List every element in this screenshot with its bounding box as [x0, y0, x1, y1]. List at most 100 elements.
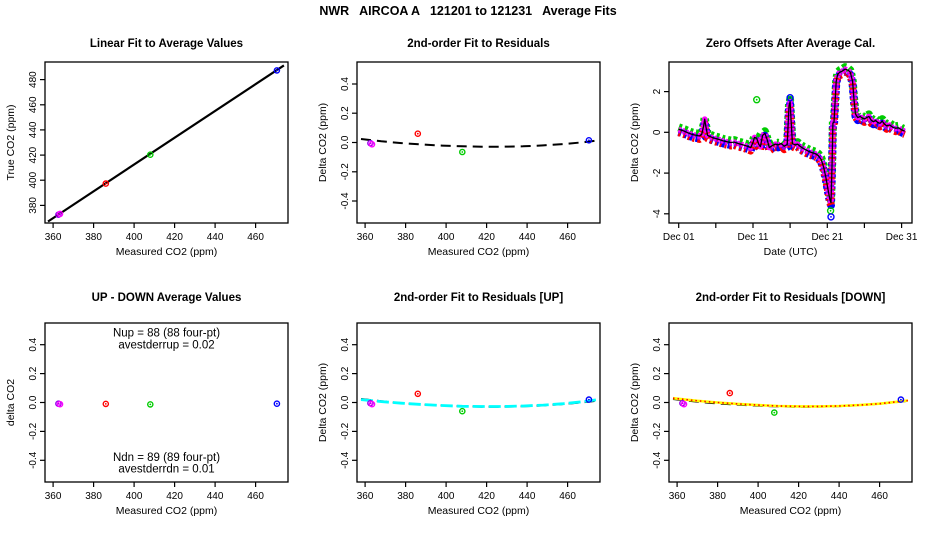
y-tick-label: 0.4 — [652, 337, 663, 351]
tank-red — [102, 400, 110, 408]
plot-linear-fit: Linear Fit to Average Values 360 380 400 420… — [0, 14, 312, 272]
x-tick-label: Dec 21 — [811, 232, 843, 243]
tank-red — [726, 389, 734, 397]
fit-curve-yellow — [672, 396, 909, 408]
x-tick-label: 400 — [126, 232, 143, 243]
tank-blue — [273, 67, 281, 74]
plot-residuals-up: 2nd-order Fit to Residuals [UP] 360 380 400… — [312, 280, 624, 538]
x-axis-label: Measured CO2 (ppm) — [740, 505, 842, 517]
x-axis-label: Measured CO2 (ppm) — [428, 246, 530, 258]
y-tick-label: -2 — [652, 168, 663, 177]
x-tick-label: 460 — [871, 491, 888, 502]
x-tick-label: Dec 11 — [738, 232, 769, 243]
x-tick-label: 460 — [559, 232, 576, 243]
y-tick-label: -0.2 — [28, 422, 39, 440]
y-axis-label: Delta CO2 (ppm) — [629, 103, 641, 182]
y-tick-label: -0.2 — [340, 163, 351, 181]
plot-title: 2nd-order Fit to Residuals [UP] — [394, 292, 563, 304]
y-axis-label: Delta CO2 (ppm) — [317, 363, 329, 442]
x-tick-label: 440 — [519, 232, 536, 243]
tank-magenta — [56, 210, 64, 218]
tank-red — [102, 180, 110, 187]
residuals-up-svg: 2nd-order Fit to Residuals [UP] 360 380 400… — [317, 292, 601, 517]
y-tick-label: 400 — [28, 171, 39, 188]
plot-residuals-all: 2nd-order Fit to Residuals 360 380 400 420 44… — [312, 14, 624, 272]
x-tick-label: 380 — [85, 491, 102, 502]
x-tick-label: 360 — [45, 232, 62, 243]
y-tick-label: 0.0 — [652, 395, 663, 409]
tank-green — [770, 409, 778, 416]
outlier-blue — [786, 93, 835, 221]
y-tick-label: -0.4 — [652, 451, 663, 469]
plot-box — [44, 61, 289, 224]
y-tick-label: 0.0 — [28, 395, 39, 409]
x-tick-label: 460 — [559, 491, 576, 502]
plot-title: 2nd-order Fit to Residuals [DOWN] — [696, 292, 886, 304]
y-tick-label: -0.4 — [340, 451, 351, 469]
y-tick-label: 0.2 — [340, 106, 351, 120]
y-tick-label: 0.4 — [340, 77, 351, 91]
x-tick-label: Dec 31 — [886, 232, 918, 243]
fit-curve-black — [360, 138, 597, 148]
y-tick-label: 380 — [28, 197, 39, 214]
tank-blue — [585, 396, 593, 403]
y-tick-label: -4 — [652, 209, 663, 218]
tank-blue — [897, 396, 905, 403]
plot-up-down: UP - DOWN Average Values 360 380 400 420 440 4… — [0, 280, 312, 538]
tank-red — [414, 130, 422, 137]
fit-line — [47, 64, 285, 223]
annotation: avestderrup = 0.02 — [118, 339, 214, 351]
annotation: Nup = 88 (88 four-pt) — [113, 328, 220, 340]
x-tick-label: 400 — [750, 491, 767, 502]
x-tick-label: 420 — [166, 491, 183, 502]
x-tick-label: 440 — [519, 491, 536, 502]
y-axis-label: True CO2 (ppm) — [5, 104, 17, 180]
x-axis-label: Date (UTC) — [764, 246, 818, 258]
linear-fit-svg: Linear Fit to Average Values 360 380 400 420… — [5, 38, 289, 258]
y-tick-label: 0.2 — [340, 366, 351, 380]
annotation: avestderrdn = 0.01 — [118, 464, 214, 476]
y-tick-label: 0.0 — [340, 395, 351, 409]
tank-green — [146, 401, 154, 408]
x-tick-label: 400 — [126, 491, 143, 502]
tank-green — [146, 151, 154, 158]
y-tick-label: 2 — [652, 88, 663, 94]
x-axis-label: Measured CO2 (ppm) — [116, 505, 218, 517]
y-tick-label: 480 — [28, 71, 39, 88]
y-tick-label: 460 — [28, 96, 39, 113]
tank-green — [458, 407, 466, 415]
x-tick-label: 380 — [397, 491, 414, 502]
x-tick-label: 360 — [45, 491, 62, 502]
cloud-green — [677, 63, 907, 205]
x-tick-label: 360 — [669, 491, 686, 502]
zero-offsets-svg: Zero Offsets After Average Cal. Dec 01 Dec… — [629, 38, 918, 258]
residuals-all-svg: 2nd-order Fit to Residuals 360 380 400 420 44… — [317, 38, 601, 258]
x-tick-label: 400 — [438, 491, 455, 502]
tank-magenta — [680, 400, 688, 408]
y-tick-label: -0.4 — [28, 451, 39, 469]
x-tick-label: 460 — [247, 491, 264, 502]
y-tick-label: 0.2 — [28, 366, 39, 380]
y-tick-label: 420 — [28, 146, 39, 163]
fit-curve-cyan — [360, 398, 597, 408]
x-tick-label: 440 — [831, 491, 848, 502]
y-tick-label: 0 — [652, 129, 663, 135]
x-tick-label: 380 — [85, 232, 102, 243]
x-axis-label: Measured CO2 (ppm) — [116, 246, 218, 258]
x-tick-label: 360 — [357, 491, 374, 502]
plot-title: Linear Fit to Average Values — [90, 38, 243, 50]
mean-line — [678, 68, 905, 204]
y-tick-label: -0.2 — [652, 422, 663, 440]
tank-magenta — [56, 400, 64, 408]
fit-curve-red-dots — [672, 397, 908, 408]
x-tick-label: 400 — [438, 232, 455, 243]
y-tick-label: 440 — [28, 121, 39, 138]
y-tick-label: 0.0 — [340, 135, 351, 149]
y-tick-label: 0.2 — [652, 366, 663, 380]
plot-title: Zero Offsets After Average Cal. — [706, 38, 875, 50]
tank-magenta — [368, 141, 376, 148]
x-tick-label: 420 — [478, 232, 495, 243]
tank-blue — [585, 137, 593, 144]
tank-red — [414, 390, 422, 398]
